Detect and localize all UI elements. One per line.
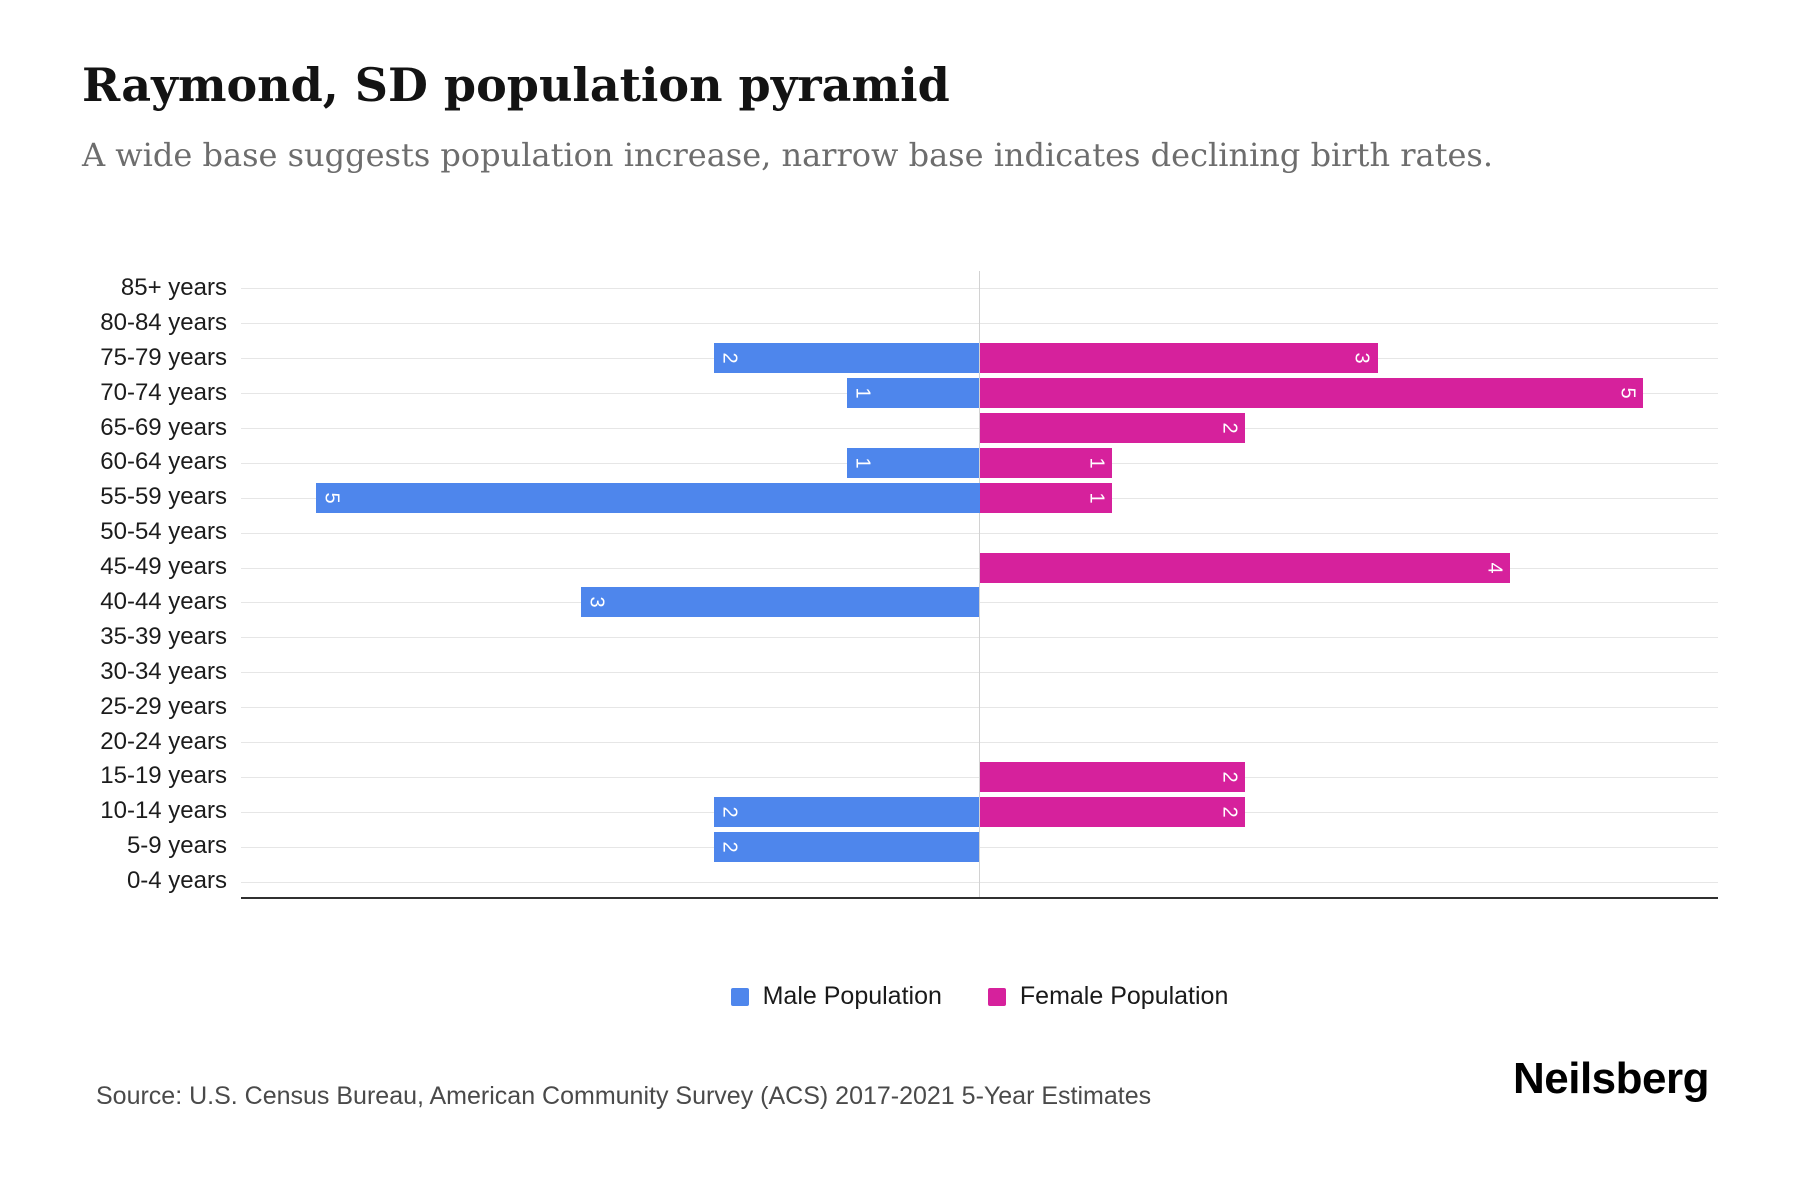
bar-male-70-74-years[interactable]: 1 — [846, 378, 980, 409]
bar-value-label: 2 — [718, 806, 741, 818]
y-axis-labels: 85+ years 80-84 years 75-79 years 70-74 yea… — [0, 271, 227, 899]
bar-value-label: 3 — [585, 596, 608, 608]
legend: Male Population Female Population — [241, 982, 1718, 1011]
bar-value-label: 2 — [718, 841, 741, 853]
y-axis-label: 55-59 years — [100, 483, 227, 511]
female-legend-swatch — [987, 987, 1006, 1006]
bar-value-label: 1 — [851, 387, 874, 399]
y-axis-label: 65-69 years — [100, 413, 227, 441]
page-subtitle: A wide base suggests population increase… — [82, 136, 1493, 174]
bar-male-40-44-years[interactable]: 3 — [581, 587, 980, 618]
y-axis-label: 30-34 years — [100, 657, 227, 685]
bar-value-label: 1 — [1085, 457, 1108, 469]
page-title: Raymond, SD population pyramid — [82, 58, 950, 112]
y-axis-label: 0-4 years — [126, 867, 227, 895]
male-legend-swatch — [730, 987, 749, 1006]
bar-male-10-14-years[interactable]: 2 — [714, 796, 980, 827]
bar-value-label: 2 — [1218, 771, 1241, 783]
bar-value-label: 2 — [1218, 806, 1241, 818]
x-axis-line — [241, 897, 1718, 899]
bar-female-75-79-years[interactable]: 3 — [979, 343, 1378, 374]
y-axis-label: 20-24 years — [100, 727, 227, 755]
source-text: Source: U.S. Census Bureau, American Com… — [96, 1082, 1152, 1110]
y-axis-label: 50-54 years — [100, 518, 227, 546]
bar-female-65-69-years[interactable]: 2 — [979, 413, 1245, 443]
bar-value-label: 1 — [1085, 492, 1108, 504]
bar-value-label: 5 — [1616, 387, 1639, 399]
male-legend-label: Male Population — [762, 982, 942, 1010]
bar-value-label: 3 — [1351, 352, 1374, 364]
population-pyramid-chart: 85+ years 80-84 years 75-79 years 70-74 yea… — [0, 271, 1800, 899]
y-axis-label: 10-14 years — [100, 797, 227, 825]
bar-value-label: 4 — [1483, 561, 1506, 574]
bar-value-label: 2 — [1218, 422, 1241, 434]
bar-female-15-19-years[interactable]: 2 — [979, 761, 1245, 792]
bar-male-75-79-years[interactable]: 2 — [714, 343, 980, 374]
brand-logo: Neilsberg — [1512, 1054, 1710, 1103]
female-legend-label: Female Population — [1019, 982, 1229, 1010]
bar-male-55-59-years[interactable]: 5 — [316, 482, 980, 513]
center-axis-line — [979, 271, 980, 899]
y-axis-label: 60-64 years — [100, 448, 227, 476]
bar-female-45-49-years[interactable]: 4 — [979, 552, 1511, 583]
bar-value-label: 1 — [851, 457, 874, 469]
bar-female-60-64-years[interactable]: 1 — [979, 447, 1113, 478]
bar-female-70-74-years[interactable]: 5 — [979, 378, 1643, 409]
y-axis-label: 5-9 years — [126, 832, 227, 860]
bar-male-5-9-years[interactable]: 2 — [714, 831, 980, 862]
y-axis-label: 35-39 years — [100, 622, 227, 650]
legend-item-female[interactable]: Female Population — [987, 982, 1229, 1011]
y-axis-label: 45-49 years — [100, 553, 227, 581]
bar-value-label: 2 — [718, 352, 741, 364]
y-axis-label: 25-29 years — [100, 692, 227, 720]
plot-area: 2 3 1 5 2 1 1 5 1 4 3 2 2 2 2 — [241, 271, 1718, 899]
y-axis-label: 75-79 years — [100, 343, 227, 371]
y-axis-label: 15-19 years — [100, 762, 227, 790]
y-axis-label: 40-44 years — [100, 588, 227, 615]
y-axis-label: 70-74 years — [100, 378, 227, 406]
bar-male-60-64-years[interactable]: 1 — [846, 447, 980, 478]
bar-female-10-14-years[interactable]: 2 — [979, 796, 1245, 827]
y-axis-label: 85+ years — [120, 274, 227, 301]
bar-female-55-59-years[interactable]: 1 — [979, 482, 1113, 513]
y-axis-label: 80-84 years — [100, 308, 227, 336]
bar-value-label: 5 — [320, 492, 343, 504]
legend-item-male[interactable]: Male Population — [730, 982, 942, 1011]
